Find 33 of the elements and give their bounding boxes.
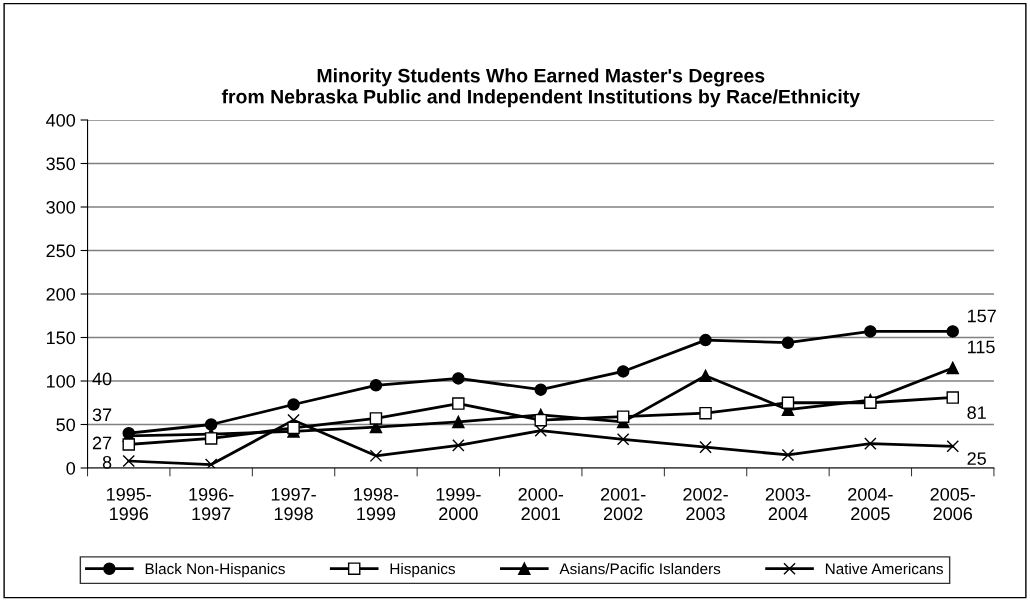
y-tick-label: 350 bbox=[46, 157, 76, 171]
legend-label: Asians/Pacific Islanders bbox=[559, 563, 721, 575]
y-tick-label: 50 bbox=[56, 418, 76, 432]
x-tick-label: 2001- 2002 bbox=[600, 487, 646, 521]
chart-title: Minority Students Who Earned Master's Degrees from Nebraska Public and Independent Institutions by Race/Ethnicity bbox=[221, 68, 860, 108]
legend-label: Native Americans bbox=[825, 563, 943, 575]
data-label: 37 bbox=[92, 408, 112, 422]
x-tick-label: 1999- 2000 bbox=[436, 487, 481, 521]
data-label: 115 bbox=[968, 340, 995, 354]
x-tick-label: 2002- 2003 bbox=[683, 487, 728, 521]
y-tick-label: 300 bbox=[46, 200, 76, 214]
data-label: 27 bbox=[92, 436, 112, 450]
x-tick-label: 2004- 2005 bbox=[848, 487, 893, 521]
x-tick-label: 2005- 2006 bbox=[930, 487, 976, 521]
x-tick-label: 1995- 1996 bbox=[107, 487, 152, 521]
x-tick-label: 2000- 2001 bbox=[518, 487, 564, 521]
data-label: 157 bbox=[968, 309, 996, 323]
legend-label: Hispanics bbox=[390, 563, 456, 578]
y-tick-label: 150 bbox=[47, 331, 76, 345]
x-tick-label: 1997- 1998 bbox=[271, 487, 316, 521]
x-tick-label: 1998- 1999 bbox=[354, 487, 399, 521]
y-tick-label: 200 bbox=[46, 287, 76, 301]
y-tick-label: 250 bbox=[46, 244, 76, 258]
data-label: 25 bbox=[967, 452, 986, 465]
y-tick-label: 400 bbox=[46, 113, 76, 127]
x-tick-label: 1996- 1997 bbox=[189, 487, 234, 521]
x-tick-label: 2003- 2004 bbox=[765, 487, 811, 521]
y-tick-label: 100 bbox=[47, 374, 76, 388]
data-label: 8 bbox=[102, 455, 112, 469]
legend-label: Black Non-Hispanics bbox=[145, 563, 285, 578]
y-tick-label: 0 bbox=[66, 461, 76, 475]
data-label: 81 bbox=[967, 406, 986, 420]
data-label: 40 bbox=[92, 372, 112, 386]
